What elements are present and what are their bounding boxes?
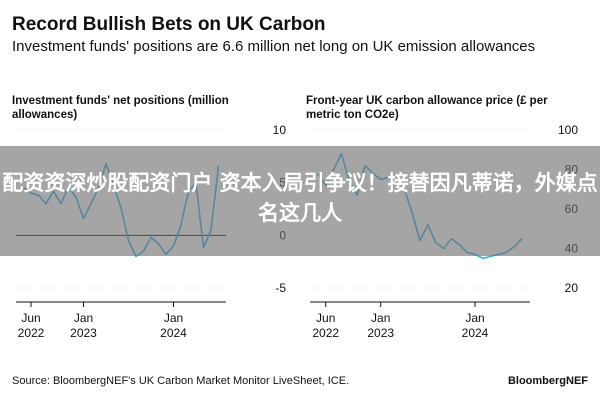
right-panel-title: Front-year UK carbon allowance price (£ … [306, 95, 548, 121]
right-xtick-label-1: Jan 2023 [367, 311, 394, 340]
right-ytick-label-0: 100 [558, 123, 578, 137]
source-note: Source: BloombergNEF's UK Carbon Market … [12, 375, 350, 387]
left-ytick-label-3: -5 [275, 281, 286, 295]
right-xtick-label-0: Jun 2022 [312, 311, 339, 340]
brand-logo-text: BloombergNEF [507, 375, 588, 387]
overlay-banner [0, 146, 600, 256]
left-panel-title: Investment funds' net positions (million… [12, 95, 229, 121]
left-ytick-label-0: 10 [273, 123, 287, 137]
overlay-banner-text: 配资资深炒股配资门户 资本入局引争议！接替因凡蒂诺，外媒点名这几人 [2, 171, 598, 225]
left-xtick-label-0: Jun 2022 [18, 311, 45, 340]
left-xtick-label-1: Jan 2023 [70, 311, 97, 340]
right-xtick-label-2: Jan 2024 [462, 311, 489, 340]
chart-title: Record Bullish Bets on UK Carbon [12, 14, 326, 35]
left-xtick-label-2: Jan 2024 [160, 311, 187, 340]
chart-subtitle: Investment funds' positions are 6.6 mill… [12, 38, 536, 55]
right-ytick-label-4: 20 [565, 281, 579, 295]
